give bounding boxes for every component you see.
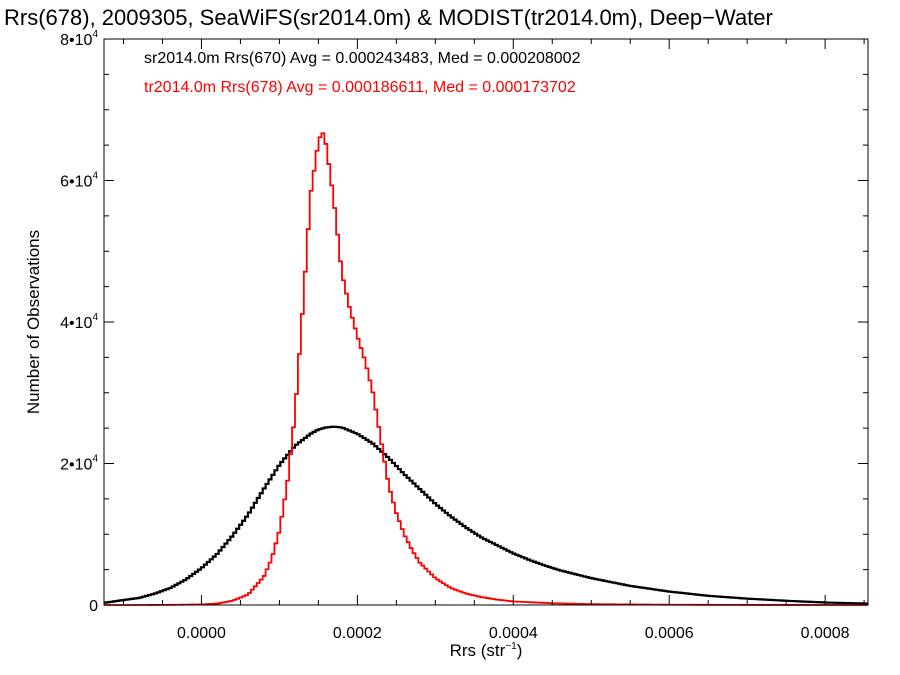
x-axis-label-exponent: −1 (505, 641, 517, 652)
y-ticks: 0 2•104 4•104 6•104 8•104 (60, 29, 868, 615)
x-tick-label: 0.0000 (177, 625, 226, 642)
x-axis-label: Rrs (str−1) (450, 641, 523, 660)
y-tick-label: 2•104 (60, 454, 98, 474)
y-tick-label: 0 (89, 598, 98, 615)
x-tick-label: 0.0004 (489, 625, 538, 642)
x-axis-label-end: ) (517, 641, 523, 660)
annotation-red: tr2014.0m Rrs(678) Avg = 0.000186611, Me… (144, 79, 576, 96)
y-tick-label: 4•104 (60, 312, 98, 332)
annotation-black: sr2014.0m Rrs(670) Avg = 0.000243483, Me… (144, 50, 581, 67)
x-tick-label: 0.0006 (645, 625, 694, 642)
x-axis-label-text: Rrs (str (450, 641, 506, 660)
series-0-step-line (104, 425, 868, 605)
x-tick-label: 0.0008 (801, 625, 850, 642)
y-tick-label: 8•104 (60, 29, 98, 49)
y-axis-label: Number of Observations (24, 230, 43, 414)
y-tick-label: 6•104 (60, 171, 98, 191)
x-ticks: 0.0000 0.0002 0.0004 0.0006 0.0008 (122, 39, 865, 642)
chart-title: Rrs(678), 2009305, SeaWiFS(sr2014.0m) & … (4, 5, 773, 30)
x-tick-label: 0.0002 (333, 625, 382, 642)
